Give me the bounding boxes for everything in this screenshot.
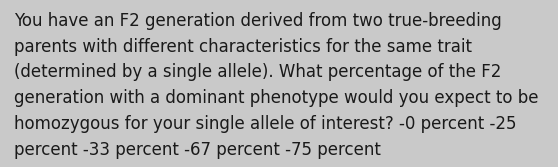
Text: homozygous for your single allele of interest? -0 percent -25: homozygous for your single allele of int… — [14, 115, 517, 133]
Text: parents with different characteristics for the same trait: parents with different characteristics f… — [14, 38, 472, 56]
Text: percent -33 percent -67 percent -75 percent: percent -33 percent -67 percent -75 perc… — [14, 141, 381, 159]
Text: You have an F2 generation derived from two true-breeding: You have an F2 generation derived from t… — [14, 12, 502, 30]
Text: (determined by a single allele). What percentage of the F2: (determined by a single allele). What pe… — [14, 63, 501, 81]
Text: generation with a dominant phenotype would you expect to be: generation with a dominant phenotype wou… — [14, 89, 538, 107]
